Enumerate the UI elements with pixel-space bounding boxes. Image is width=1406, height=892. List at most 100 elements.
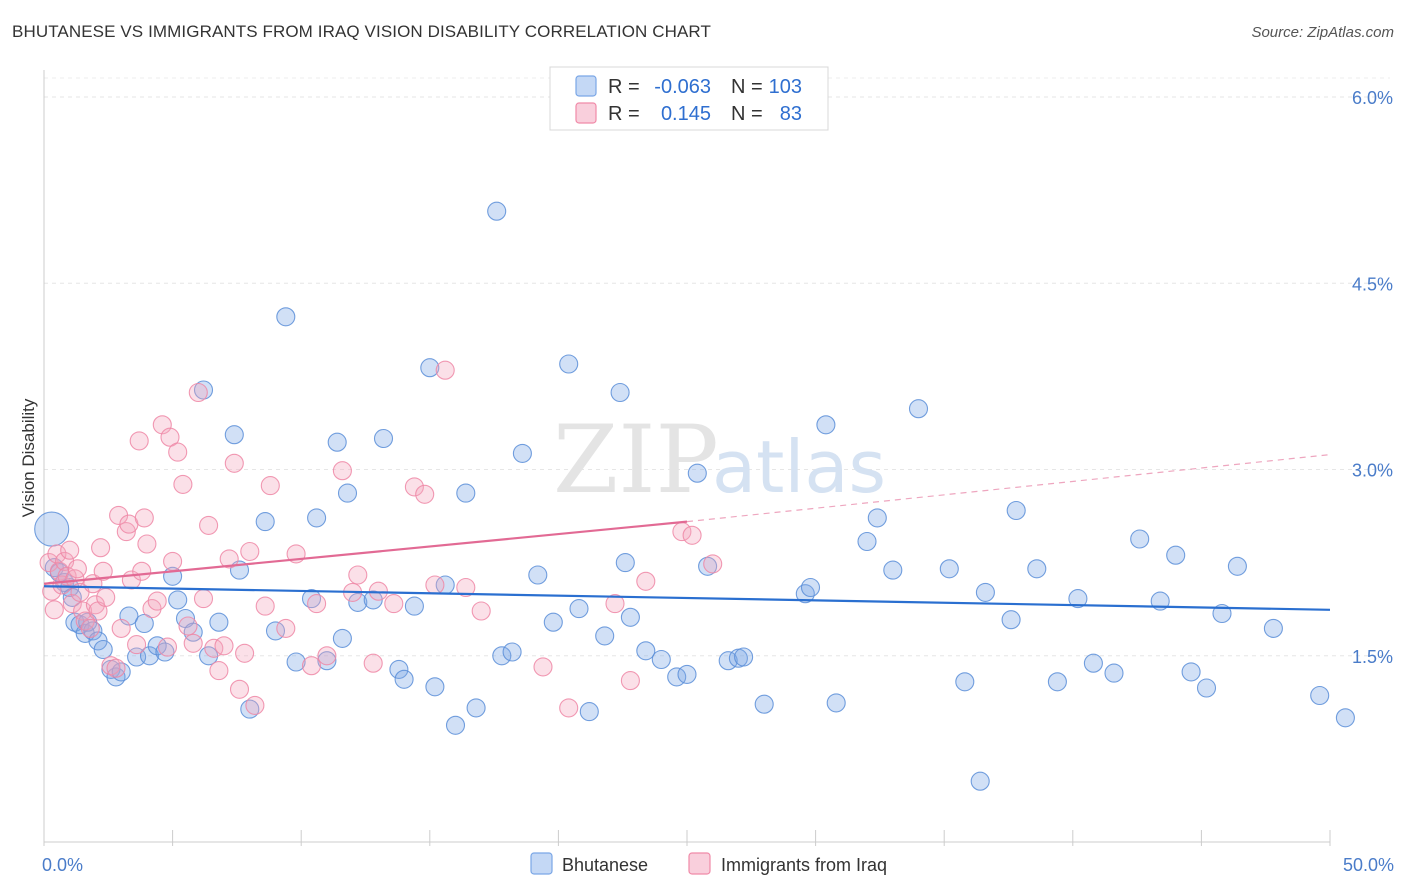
data-point bbox=[404, 596, 424, 616]
data-point bbox=[456, 577, 476, 598]
data-point bbox=[1006, 500, 1026, 521]
legend-bottom-label-bhutanese: Bhutanese bbox=[562, 855, 648, 875]
data-point bbox=[193, 380, 214, 400]
data-point bbox=[975, 582, 995, 602]
data-point bbox=[224, 453, 244, 473]
data-point bbox=[134, 613, 154, 634]
data-point bbox=[384, 594, 404, 614]
data-point bbox=[255, 596, 275, 616]
data-point bbox=[327, 432, 347, 452]
data-point bbox=[147, 591, 167, 611]
data-point bbox=[867, 508, 887, 528]
data-point bbox=[502, 642, 522, 662]
axes bbox=[43, 70, 1331, 846]
data-point bbox=[286, 652, 306, 672]
data-point bbox=[193, 589, 214, 609]
legend-bottom-label-iraq: Immigrants from Iraq bbox=[721, 855, 887, 875]
data-point bbox=[307, 508, 327, 528]
data-point bbox=[795, 584, 815, 604]
data-point bbox=[1001, 610, 1021, 630]
data-points bbox=[34, 201, 1355, 791]
trend-line-bhutanese bbox=[43, 585, 1331, 611]
data-point bbox=[229, 679, 250, 699]
data-point bbox=[163, 551, 183, 571]
data-point bbox=[1335, 708, 1355, 728]
data-point bbox=[373, 428, 394, 449]
data-point bbox=[615, 553, 635, 573]
data-point bbox=[111, 662, 131, 682]
data-point bbox=[533, 657, 553, 677]
series-bhutanese-points bbox=[34, 201, 1355, 791]
data-point bbox=[425, 575, 445, 595]
data-point bbox=[276, 307, 296, 327]
data-point bbox=[80, 618, 100, 638]
data-point bbox=[67, 559, 87, 579]
data-point bbox=[173, 474, 193, 494]
data-point bbox=[1130, 529, 1150, 549]
data-point bbox=[111, 618, 131, 638]
data-point bbox=[139, 646, 160, 666]
data-point bbox=[127, 635, 147, 655]
data-point bbox=[101, 656, 121, 676]
data-point bbox=[605, 594, 625, 614]
legend-bottom-swatch-bhutanese bbox=[530, 852, 553, 875]
data-point bbox=[487, 201, 507, 221]
data-point bbox=[610, 382, 630, 403]
watermark-zip: ZIP bbox=[553, 406, 719, 515]
data-point bbox=[245, 695, 265, 715]
data-point bbox=[569, 599, 589, 619]
data-point bbox=[816, 415, 836, 435]
trend-line-iraq-extension bbox=[686, 454, 1331, 523]
data-point bbox=[276, 618, 296, 638]
data-point bbox=[1196, 678, 1217, 698]
legend-top: R = -0.063 N = 103 R = 0.145 N = 83 bbox=[549, 66, 829, 131]
data-point bbox=[636, 641, 656, 661]
x-tick-label-max: 50.0% bbox=[1343, 855, 1394, 875]
data-point bbox=[1227, 556, 1247, 576]
data-point bbox=[332, 628, 352, 648]
data-point bbox=[651, 649, 671, 670]
data-point bbox=[240, 699, 260, 719]
data-point bbox=[970, 771, 990, 791]
data-point bbox=[147, 636, 167, 656]
legend-n-label-iraq: N = bbox=[731, 103, 763, 125]
data-point bbox=[698, 556, 718, 576]
data-point bbox=[83, 621, 103, 641]
data-point bbox=[682, 525, 702, 545]
legend-swatch-bhutanese bbox=[575, 75, 597, 97]
data-point bbox=[168, 442, 188, 462]
data-point bbox=[559, 354, 579, 374]
data-point bbox=[183, 633, 203, 653]
legend-r-label-iraq: R = bbox=[608, 103, 640, 125]
y-tick-label: 4.5% bbox=[1352, 274, 1393, 294]
y-tick-label: 6.0% bbox=[1352, 88, 1393, 108]
data-point bbox=[734, 647, 754, 667]
data-point bbox=[214, 636, 234, 656]
data-point bbox=[1068, 589, 1088, 609]
data-point bbox=[492, 646, 512, 666]
data-point bbox=[955, 672, 975, 692]
data-point bbox=[908, 399, 929, 419]
legend-bottom: Bhutanese Immigrants from Iraq bbox=[530, 852, 887, 875]
legend-n-label-bhutanese: N = bbox=[731, 76, 763, 98]
data-point bbox=[939, 559, 959, 579]
data-point bbox=[528, 565, 548, 585]
data-point bbox=[1263, 618, 1283, 638]
data-point bbox=[155, 642, 175, 662]
data-point bbox=[466, 698, 486, 718]
data-point bbox=[579, 702, 599, 722]
data-point bbox=[394, 669, 414, 689]
legend-r-label-bhutanese: R = bbox=[608, 76, 640, 98]
data-point bbox=[363, 653, 383, 673]
data-point bbox=[160, 427, 180, 447]
data-point bbox=[137, 534, 157, 554]
data-point bbox=[826, 693, 846, 713]
data-point bbox=[543, 612, 563, 632]
data-point bbox=[595, 626, 615, 646]
data-point bbox=[307, 594, 327, 614]
data-point bbox=[106, 658, 126, 678]
data-point bbox=[420, 358, 440, 378]
data-point bbox=[199, 515, 219, 535]
y-tick-labels: 1.5% 3.0% 4.5% 6.0% bbox=[1352, 88, 1393, 667]
